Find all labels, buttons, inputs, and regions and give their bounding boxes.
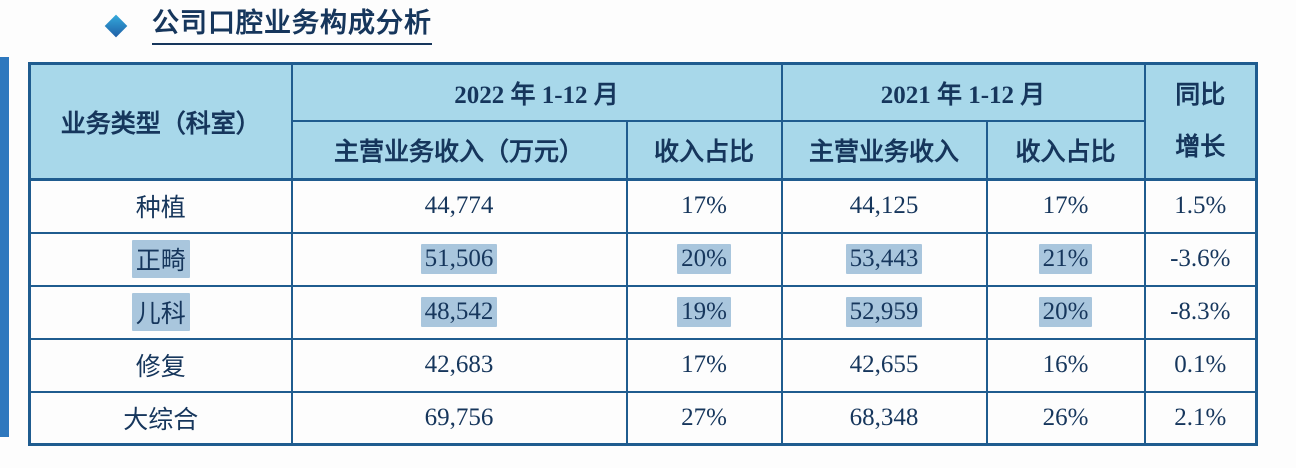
cell-share-2021: 26% [985, 390, 1146, 446]
yoy-text: -8.3% [1170, 298, 1231, 325]
header-yoy-line1: 同比 [1175, 81, 1226, 109]
cell-yoy: -3.6% [1143, 231, 1258, 287]
cell-share-2022: 19% [625, 284, 783, 340]
business-composition-table: 业务类型（科室） 2022 年 1-12 月 2021 年 1-12 月 同比 … [28, 62, 1259, 446]
table-body: 种植 44,774 17% 44,125 17% 1.5% 正畸 51,506 … [28, 178, 1258, 446]
revenue-2022-text: 42,683 [424, 351, 494, 378]
cell-revenue-2022: 44,774 [290, 178, 628, 234]
table-row: 大综合 69,756 27% 68,348 26% 2.1% [28, 390, 1258, 446]
header-business-type: 业务类型（科室） [28, 62, 293, 181]
cell-revenue-2022: 51,506 [290, 231, 628, 287]
revenue-2021-text: 52,959 [845, 297, 923, 327]
revenue-2021-text: 68,348 [849, 403, 919, 431]
cell-yoy: 0.1% [1143, 337, 1258, 393]
share-2022-text: 19% [677, 297, 731, 327]
section-header: 公司口腔业务构成分析 [104, 4, 432, 48]
revenue-2021-text: 53,443 [845, 244, 923, 274]
cell-revenue-2021: 53,443 [780, 231, 988, 287]
cell-revenue-2022: 48,542 [290, 284, 628, 340]
cell-business-name: 种植 [28, 178, 293, 234]
business-name-text: 大综合 [123, 406, 199, 434]
yoy-text: 2.1% [1174, 403, 1227, 431]
header-revenue-2022: 主营业务收入（万元） [290, 120, 628, 181]
diamond-bullet-icon [104, 14, 128, 38]
cell-revenue-2021: 68,348 [780, 390, 988, 446]
section-title: 公司口腔业务构成分析 [152, 7, 432, 45]
cell-share-2021: 21% [985, 231, 1146, 287]
table-row: 儿科 48,542 19% 52,959 20% -8.3% [28, 284, 1258, 340]
revenue-2022-text: 48,542 [420, 297, 498, 327]
cell-share-2022: 27% [625, 390, 783, 446]
cell-revenue-2021: 42,655 [780, 337, 988, 393]
header-period-2022: 2022 年 1-12 月 [290, 62, 783, 122]
cell-share-2021: 16% [985, 337, 1146, 393]
revenue-2021-text: 44,125 [849, 192, 919, 220]
share-2022-text: 20% [677, 244, 731, 274]
left-accent-strip [0, 57, 9, 437]
cell-yoy: 2.1% [1143, 390, 1258, 446]
header-share-2021: 收入占比 [985, 120, 1146, 181]
business-name-text: 修复 [135, 354, 186, 381]
cell-business-name: 大综合 [28, 390, 293, 446]
cell-revenue-2022: 69,756 [290, 390, 628, 446]
table-row: 修复 42,683 17% 42,655 16% 0.1% [28, 337, 1258, 393]
yoy-text: -3.6% [1170, 245, 1231, 272]
yoy-text: 1.5% [1174, 192, 1227, 220]
table-row: 种植 44,774 17% 44,125 17% 1.5% [28, 178, 1258, 234]
share-2021-text: 20% [1038, 297, 1093, 327]
cell-share-2022: 17% [625, 337, 783, 393]
revenue-2022-text: 69,756 [424, 403, 494, 431]
revenue-2021-text: 42,655 [849, 351, 919, 378]
cell-business-name: 修复 [28, 337, 293, 393]
cell-business-name: 正畸 [28, 231, 293, 287]
header-revenue-2021: 主营业务收入 [780, 120, 988, 181]
business-name-text: 种植 [135, 195, 186, 223]
cell-share-2021: 17% [985, 178, 1146, 234]
header-yoy-line2: 增长 [1175, 133, 1226, 161]
header-yoy-growth: 同比 增长 [1143, 62, 1258, 181]
business-name-text: 儿科 [131, 293, 190, 331]
header-period-2021: 2021 年 1-12 月 [780, 62, 1146, 122]
yoy-text: 0.1% [1174, 351, 1227, 378]
cell-share-2022: 20% [625, 231, 783, 287]
share-2022-text: 17% [681, 192, 727, 220]
share-2021-text: 26% [1042, 403, 1089, 431]
business-name-text: 正畸 [131, 240, 190, 278]
revenue-2022-text: 51,506 [420, 244, 498, 274]
cell-revenue-2022: 42,683 [290, 337, 628, 393]
header-share-2022: 收入占比 [625, 120, 783, 181]
cell-yoy: 1.5% [1143, 178, 1258, 234]
share-2021-text: 21% [1038, 244, 1093, 274]
cell-share-2021: 20% [985, 284, 1146, 340]
header-group-row: 业务类型（科室） 2022 年 1-12 月 2021 年 1-12 月 同比 … [28, 62, 1258, 181]
share-2022-text: 17% [681, 351, 727, 378]
cell-yoy: -8.3% [1143, 284, 1258, 340]
share-2021-text: 16% [1042, 351, 1089, 378]
cell-revenue-2021: 44,125 [780, 178, 988, 234]
cell-business-name: 儿科 [28, 284, 293, 340]
share-2021-text: 17% [1042, 192, 1089, 220]
header-sub-row: 主营业务收入（万元） 收入占比 主营业务收入 收入占比 [30, 120, 1257, 181]
revenue-2022-text: 44,774 [424, 192, 494, 220]
table-row: 正畸 51,506 20% 53,443 21% -3.6% [28, 231, 1258, 287]
share-2022-text: 27% [681, 403, 727, 431]
table-header: 业务类型（科室） 2022 年 1-12 月 2021 年 1-12 月 同比 … [28, 62, 1258, 181]
cell-share-2022: 17% [625, 178, 783, 234]
cell-revenue-2021: 52,959 [780, 284, 988, 340]
